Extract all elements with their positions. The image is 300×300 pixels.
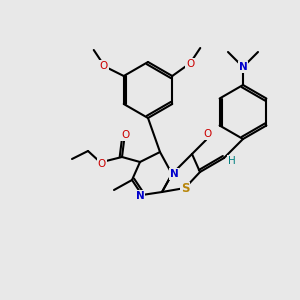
Text: N: N — [136, 191, 144, 201]
Text: O: O — [186, 59, 194, 69]
Text: H: H — [228, 156, 236, 166]
Text: N: N — [169, 169, 178, 179]
Text: O: O — [203, 129, 211, 139]
Text: N: N — [136, 191, 144, 201]
Text: S: S — [181, 182, 189, 196]
Text: O: O — [121, 130, 129, 140]
Text: O: O — [100, 61, 108, 71]
Text: N: N — [169, 169, 178, 179]
Text: S: S — [181, 182, 189, 196]
Text: O: O — [186, 59, 194, 69]
Text: N: N — [238, 62, 247, 72]
Text: O: O — [98, 159, 106, 169]
Text: O: O — [203, 129, 211, 139]
Text: O: O — [98, 159, 106, 169]
Text: O: O — [121, 130, 129, 140]
Text: O: O — [100, 61, 108, 71]
Text: N: N — [238, 62, 247, 72]
Text: H: H — [228, 156, 236, 166]
